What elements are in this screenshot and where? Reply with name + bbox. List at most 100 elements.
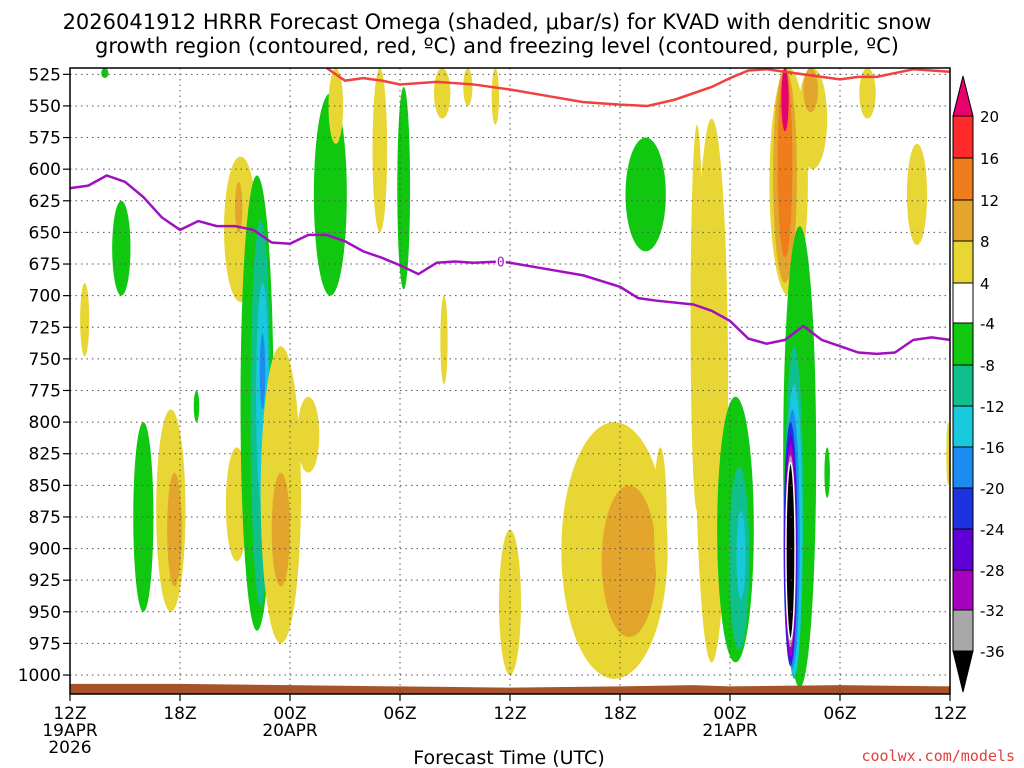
freezing-level-label: 0 xyxy=(497,255,505,270)
colorbar-tick-label: -16 xyxy=(980,439,1005,457)
omega-feature-49 xyxy=(785,462,796,640)
omega-feature-22 xyxy=(440,295,448,385)
x-tick-label: 06Z xyxy=(383,704,416,724)
omega-feature-4 xyxy=(167,472,182,587)
chart-title-line2: growth region (contoured, red, ºC) and f… xyxy=(95,34,899,58)
colorbar-bin xyxy=(952,322,974,366)
x-tick-label: 18Z xyxy=(603,704,636,724)
colorbar-tick-label: -4 xyxy=(980,315,995,333)
x-tick-date-label: 2026 xyxy=(48,738,91,758)
omega-feature-8 xyxy=(235,181,243,233)
y-tick-label: 550 xyxy=(29,97,61,117)
y-tick-label: 950 xyxy=(29,603,61,623)
omega-colorbar: 20 16 12 8 4 -4 -8 -12 -16 -20 -24 -28 -32 -36 xyxy=(952,75,1005,693)
x-tick-label: 12Z xyxy=(493,704,526,724)
y-tick-label: 975 xyxy=(29,634,61,654)
pressure-axis: 525 550 575 600 625 650 675 700 725 750 775 800 825 8… xyxy=(18,65,70,686)
colorbar-bottom-arrow xyxy=(952,650,974,693)
omega-feature-13 xyxy=(259,333,266,410)
omega-feature-16 xyxy=(297,396,320,473)
colorbar-tick-label: 4 xyxy=(980,275,990,293)
colorbar-bin xyxy=(952,364,974,407)
colorbar-bin xyxy=(952,528,974,571)
omega-feature-24 xyxy=(491,68,500,125)
omega-feature-20 xyxy=(397,86,411,290)
y-tick-label: 575 xyxy=(29,129,61,149)
omega-feature-51 xyxy=(859,68,876,119)
colorbar-bin xyxy=(952,199,974,242)
colorbar-bin xyxy=(952,282,974,324)
x-axis-label: Forecast Time (UTC) xyxy=(413,747,604,768)
y-tick-label: 1000 xyxy=(18,666,61,686)
y-tick-label: 825 xyxy=(29,445,61,465)
y-tick-label: 900 xyxy=(29,540,61,560)
chart-title-line1: 2026041912 HRRR Forecast Omega (shaded, … xyxy=(63,10,932,34)
freezing-level-contour xyxy=(70,174,950,356)
omega-feature-50 xyxy=(824,447,830,498)
y-tick-label: 850 xyxy=(29,476,61,496)
y-tick-label: 925 xyxy=(29,571,61,591)
colorbar-tick-label: 16 xyxy=(980,150,999,168)
colorbar-bin xyxy=(952,240,974,284)
surface-fill xyxy=(70,683,950,694)
colorbar-bin xyxy=(952,609,974,652)
colorbar-bin xyxy=(952,405,974,448)
colorbar-bin xyxy=(952,569,974,611)
colorbar-bin xyxy=(952,487,974,530)
omega-feature-53 xyxy=(946,422,950,486)
omega-feature-17 xyxy=(313,93,347,296)
colorbar-tick-label: 8 xyxy=(980,233,990,251)
contour-lines: 0 xyxy=(70,68,950,356)
y-tick-label: 625 xyxy=(29,192,61,212)
omega-feature-28 xyxy=(625,137,666,252)
omega-feature-37 xyxy=(777,68,793,258)
omega-feature-1 xyxy=(112,200,131,296)
omega-feature-29 xyxy=(653,447,667,593)
y-tick-label: 725 xyxy=(29,318,61,338)
credit-text: coolwx.com/models xyxy=(861,747,1015,765)
omega-feature-21 xyxy=(433,68,451,119)
omega-shading xyxy=(80,68,950,688)
colorbar-bin xyxy=(952,446,974,489)
omega-feature-2 xyxy=(133,422,154,612)
y-tick-label: 700 xyxy=(29,287,61,307)
colorbar-tick-label: -24 xyxy=(980,521,1005,539)
x-tick-label: 12Z xyxy=(933,704,966,724)
plot-grid xyxy=(70,68,950,694)
omega-feature-52 xyxy=(906,143,928,246)
omega-feature-6 xyxy=(101,68,109,79)
y-tick-label: 650 xyxy=(29,223,61,243)
y-tick-label: 750 xyxy=(29,350,61,370)
y-tick-label: 775 xyxy=(29,381,61,401)
omega-feature-34 xyxy=(736,510,746,600)
colorbar-tick-label: -32 xyxy=(980,602,1005,620)
omega-feature-15 xyxy=(271,472,291,587)
y-tick-label: 800 xyxy=(29,413,61,433)
colorbar-tick-label: -36 xyxy=(980,643,1005,661)
freezing-level-label-bg xyxy=(495,254,506,268)
colorbar-tick-label: -20 xyxy=(980,480,1005,498)
y-tick-label: 525 xyxy=(29,65,61,85)
colorbar-top-arrow xyxy=(952,75,974,117)
y-tick-label: 600 xyxy=(29,160,61,180)
x-tick-label: 00Z xyxy=(713,704,746,724)
x-tick-date-label: 21APR xyxy=(702,721,758,741)
omega-core-outline xyxy=(785,461,796,641)
omega-feature-18 xyxy=(328,68,344,144)
colorbar-tick-label: -8 xyxy=(980,357,995,375)
colorbar-tick-label: 20 xyxy=(980,108,999,126)
x-tick-label: 00Z xyxy=(273,704,306,724)
colorbar-bin xyxy=(952,157,974,201)
omega-feature-38 xyxy=(781,68,789,132)
colorbar-tick-label: 12 xyxy=(980,192,999,210)
omega-feature-5 xyxy=(193,390,200,423)
y-tick-label: 875 xyxy=(29,508,61,528)
x-tick-label: 06Z xyxy=(823,704,856,724)
x-tick-date-label: 19APR xyxy=(42,721,98,741)
colorbar-tick-label: -12 xyxy=(980,398,1005,416)
colorbar-bin xyxy=(952,115,974,159)
omega-feature-23 xyxy=(463,68,473,106)
x-tick-date-label: 20APR xyxy=(262,721,318,741)
